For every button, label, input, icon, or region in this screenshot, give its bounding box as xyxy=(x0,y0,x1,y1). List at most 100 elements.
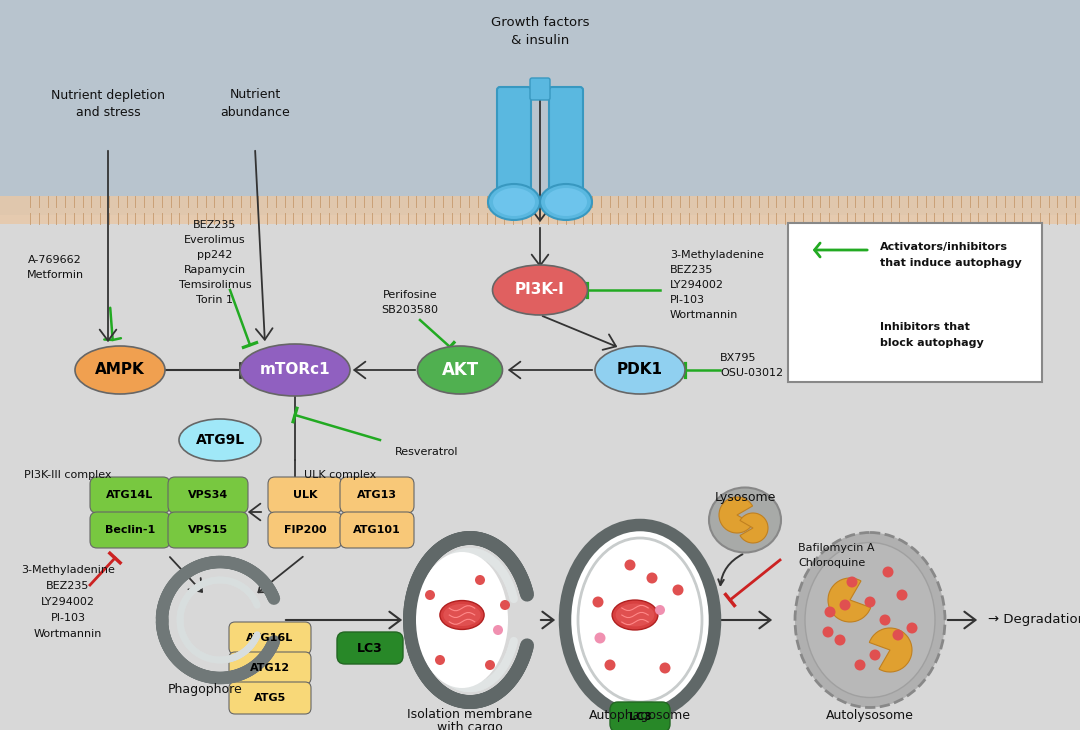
FancyBboxPatch shape xyxy=(168,477,248,513)
Text: block autophagy: block autophagy xyxy=(880,338,984,348)
Text: mTORc1: mTORc1 xyxy=(259,363,330,377)
Text: BEZ235: BEZ235 xyxy=(670,265,714,275)
FancyBboxPatch shape xyxy=(610,702,670,730)
FancyBboxPatch shape xyxy=(0,0,1080,215)
Text: BX795: BX795 xyxy=(720,353,756,363)
FancyBboxPatch shape xyxy=(340,512,414,548)
FancyBboxPatch shape xyxy=(90,477,170,513)
Text: pp242: pp242 xyxy=(198,250,232,260)
Text: BEZ235: BEZ235 xyxy=(46,581,90,591)
Ellipse shape xyxy=(795,532,945,707)
Text: that induce autophagy: that induce autophagy xyxy=(880,258,1022,268)
Text: Resveratrol: Resveratrol xyxy=(395,447,459,457)
Text: SB203580: SB203580 xyxy=(381,305,438,315)
Text: Activators/inhibitors: Activators/inhibitors xyxy=(880,242,1008,252)
Text: and stress: and stress xyxy=(76,106,140,118)
Text: A-769662: A-769662 xyxy=(28,255,82,265)
Text: Phagophore: Phagophore xyxy=(167,683,242,696)
Text: ATG101: ATG101 xyxy=(353,525,401,535)
Ellipse shape xyxy=(673,585,684,596)
Text: Bafilomycin A: Bafilomycin A xyxy=(798,543,875,553)
Ellipse shape xyxy=(443,604,481,626)
Ellipse shape xyxy=(616,604,654,626)
Ellipse shape xyxy=(488,184,540,220)
Ellipse shape xyxy=(854,659,865,670)
Text: Temsirolimus: Temsirolimus xyxy=(178,280,252,290)
Text: Autophagosome: Autophagosome xyxy=(589,709,691,721)
Ellipse shape xyxy=(475,575,485,585)
FancyBboxPatch shape xyxy=(229,682,311,714)
Ellipse shape xyxy=(882,566,893,577)
FancyBboxPatch shape xyxy=(90,512,170,548)
Ellipse shape xyxy=(418,346,502,394)
FancyBboxPatch shape xyxy=(497,87,531,203)
Text: → Degradation: → Degradation xyxy=(988,613,1080,626)
FancyBboxPatch shape xyxy=(229,622,311,654)
Ellipse shape xyxy=(864,596,876,607)
Text: ULK complex: ULK complex xyxy=(303,470,376,480)
Text: PI3K-III complex: PI3K-III complex xyxy=(24,470,111,480)
Text: ATG9L: ATG9L xyxy=(195,433,244,447)
Text: Beclin-1: Beclin-1 xyxy=(105,525,156,535)
FancyBboxPatch shape xyxy=(0,196,1080,224)
Text: ATG5: ATG5 xyxy=(254,693,286,703)
Ellipse shape xyxy=(879,615,891,626)
Ellipse shape xyxy=(708,488,781,553)
Ellipse shape xyxy=(612,600,658,630)
Ellipse shape xyxy=(594,632,606,644)
Text: & insulin: & insulin xyxy=(511,34,569,47)
Text: Rapamycin: Rapamycin xyxy=(184,265,246,275)
FancyBboxPatch shape xyxy=(549,87,583,203)
Text: Isolation membrane: Isolation membrane xyxy=(407,709,532,721)
FancyBboxPatch shape xyxy=(268,477,342,513)
Text: PDK1: PDK1 xyxy=(617,363,663,377)
Text: Metformin: Metformin xyxy=(26,270,83,280)
Text: PI-103: PI-103 xyxy=(670,295,705,305)
Text: VPS15: VPS15 xyxy=(188,525,228,535)
Text: abundance: abundance xyxy=(220,106,289,118)
Text: Everolimus: Everolimus xyxy=(185,235,246,245)
Ellipse shape xyxy=(179,419,261,461)
Wedge shape xyxy=(869,628,912,672)
Ellipse shape xyxy=(240,344,350,396)
FancyBboxPatch shape xyxy=(530,78,550,100)
Ellipse shape xyxy=(485,660,495,670)
Text: ATG14L: ATG14L xyxy=(106,490,153,500)
Wedge shape xyxy=(740,513,768,543)
Text: with cargo: with cargo xyxy=(437,721,503,730)
FancyBboxPatch shape xyxy=(268,512,342,548)
Text: Autolysosome: Autolysosome xyxy=(826,709,914,721)
Ellipse shape xyxy=(565,525,715,715)
Text: ATG12: ATG12 xyxy=(249,663,291,673)
Text: FIP200: FIP200 xyxy=(284,525,326,535)
Text: Chloroquine: Chloroquine xyxy=(798,558,865,568)
Ellipse shape xyxy=(847,577,858,588)
Text: LY294002: LY294002 xyxy=(41,597,95,607)
Ellipse shape xyxy=(823,626,834,637)
Ellipse shape xyxy=(892,629,904,640)
Text: AKT: AKT xyxy=(442,361,478,379)
Ellipse shape xyxy=(835,634,846,645)
Wedge shape xyxy=(719,497,753,533)
Text: ATG13: ATG13 xyxy=(357,490,397,500)
Ellipse shape xyxy=(545,188,588,216)
Text: PI3K-I: PI3K-I xyxy=(515,283,565,298)
Wedge shape xyxy=(828,578,870,622)
Ellipse shape xyxy=(492,188,535,216)
FancyBboxPatch shape xyxy=(0,215,1080,730)
Ellipse shape xyxy=(492,265,588,315)
Ellipse shape xyxy=(595,346,685,394)
Ellipse shape xyxy=(492,625,503,635)
Text: BEZ235: BEZ235 xyxy=(193,220,237,230)
Ellipse shape xyxy=(593,596,604,607)
Text: PI-103: PI-103 xyxy=(51,613,85,623)
Text: Nutrient: Nutrient xyxy=(229,88,281,101)
Ellipse shape xyxy=(500,600,510,610)
Text: Inhibitors that: Inhibitors that xyxy=(880,322,970,332)
Text: Wortmannin: Wortmannin xyxy=(33,629,103,639)
Ellipse shape xyxy=(435,655,445,665)
FancyBboxPatch shape xyxy=(788,223,1042,382)
Ellipse shape xyxy=(824,607,836,618)
Text: 3-Methyladenine: 3-Methyladenine xyxy=(670,250,764,260)
Ellipse shape xyxy=(416,552,508,688)
